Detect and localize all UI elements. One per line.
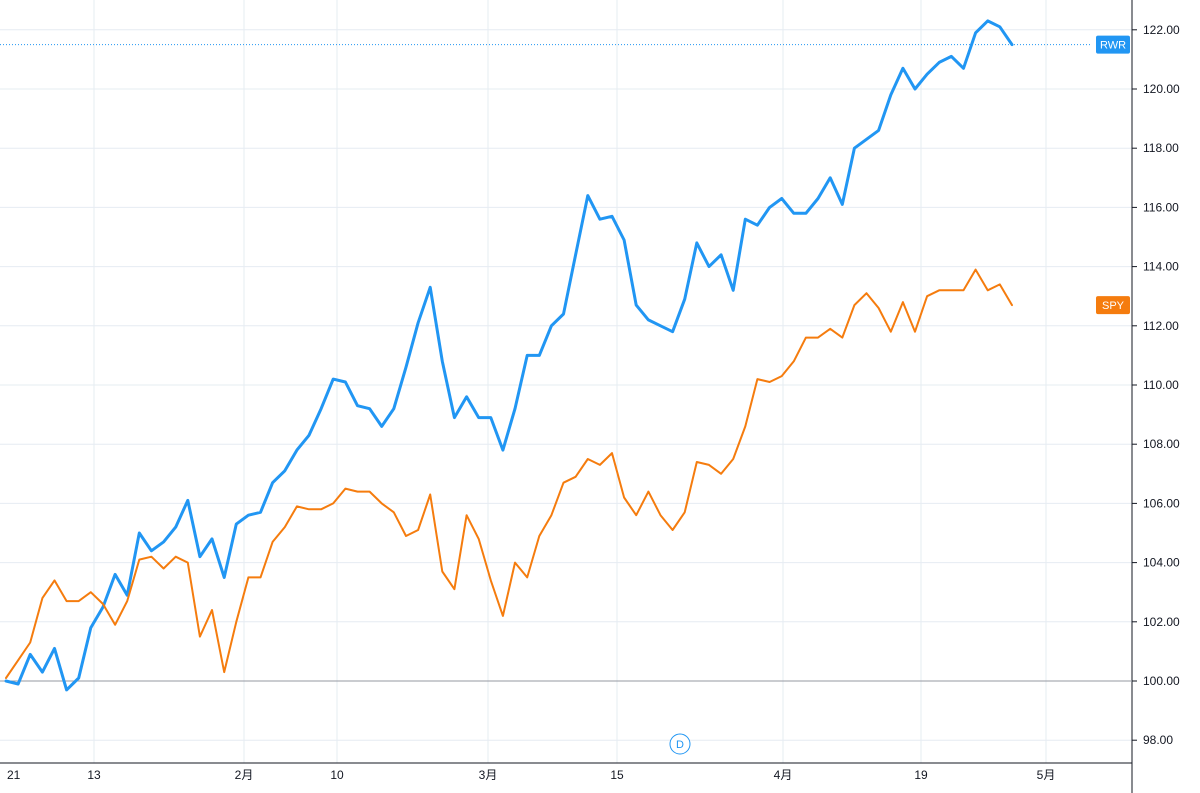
y-tick-label: 108.00 xyxy=(1143,437,1180,451)
grid xyxy=(0,0,1132,763)
last-value-badge-spy: SPY xyxy=(1096,296,1130,315)
x-tick-label: 10 xyxy=(330,768,344,782)
x-tick-label: 2月 xyxy=(235,768,254,782)
x-tick-label: 21 xyxy=(7,768,21,782)
y-tick-label: 100.00 xyxy=(1143,674,1180,688)
y-tick-label: 116.00 xyxy=(1143,200,1179,214)
last-value-badges: RWR SPY xyxy=(1096,35,1130,315)
y-tick-label: 112.00 xyxy=(1143,319,1179,333)
y-tick-label: 102.00 xyxy=(1143,615,1180,629)
y-tick-label: 122.00 xyxy=(1143,23,1180,37)
interval-badge[interactable]: D xyxy=(669,733,691,755)
x-tick-label: 3月 xyxy=(479,768,498,782)
y-tick-label: 106.00 xyxy=(1143,496,1180,510)
y-axis: 98.00 100.00 102.00 104.00 106.00 108.00 110.0… xyxy=(1132,23,1180,747)
badge-label: RWR xyxy=(1100,40,1126,52)
x-tick-label: 5月 xyxy=(1037,768,1056,782)
interval-badge-label[interactable]: D xyxy=(676,739,684,751)
y-tick-label: 104.00 xyxy=(1143,556,1180,570)
x-tick-label: 4月 xyxy=(774,768,793,782)
y-tick-label: 114.00 xyxy=(1143,260,1179,274)
series-line-spy[interactable] xyxy=(5,268,1013,679)
badge-background xyxy=(1096,35,1130,54)
y-tick-label: 118.00 xyxy=(1143,141,1179,155)
y-tick-label: 98.00 xyxy=(1143,733,1173,747)
x-tick-label: 19 xyxy=(914,768,928,782)
y-tick-label: 120.00 xyxy=(1143,82,1180,96)
y-tick-label: 110.00 xyxy=(1143,378,1179,392)
series-line-rwr[interactable] xyxy=(4,19,1014,692)
badge-background xyxy=(1096,296,1130,315)
interval-badge-circle[interactable] xyxy=(669,733,691,755)
series-layer xyxy=(4,19,1014,692)
x-tick-label: 13 xyxy=(87,768,101,782)
x-tick-label: 15 xyxy=(610,768,624,782)
x-axis: 21 13 2月 10 3月 15 4月 19 5月 xyxy=(7,768,1055,782)
badge-label: SPY xyxy=(1102,300,1125,312)
last-value-badge-rwr: RWR xyxy=(1096,35,1130,54)
